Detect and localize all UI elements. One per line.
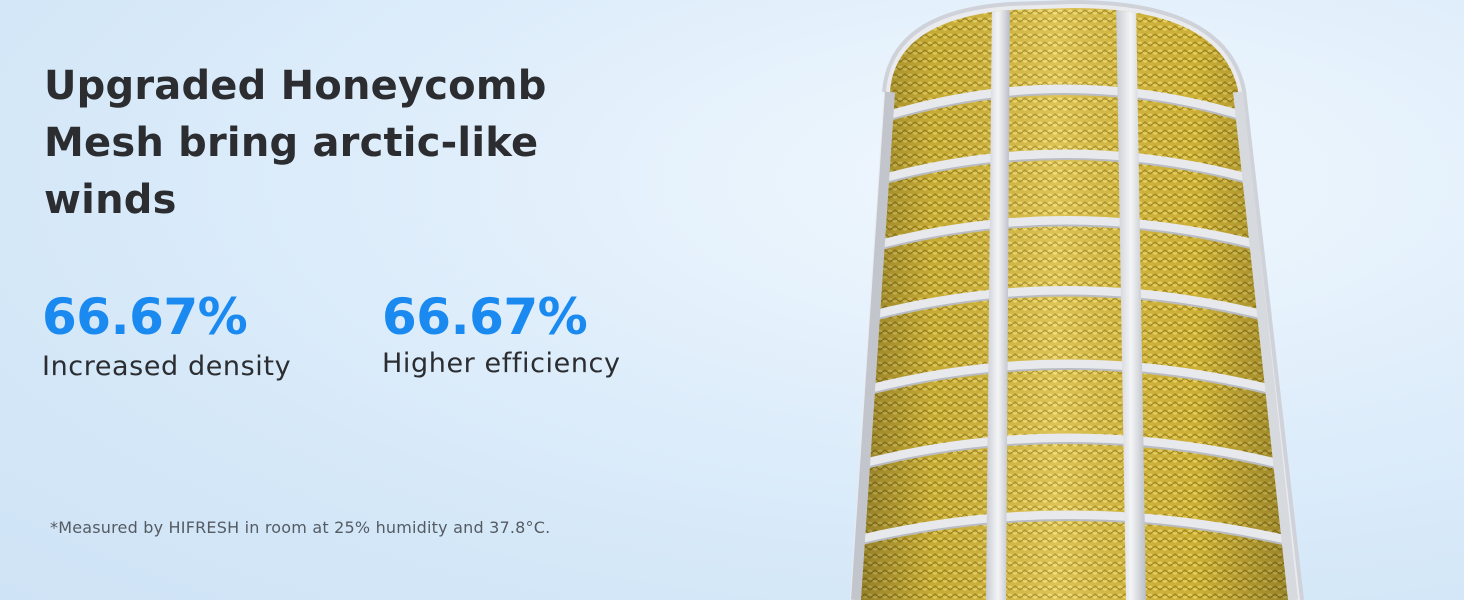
headline-line-2: Mesh bring arctic-like: [44, 120, 539, 166]
stat-value: 66.67%: [42, 288, 248, 346]
honeycomb-mesh-filter-icon: [850, 0, 1304, 600]
stat-density: 66.67% Increased density: [42, 285, 291, 384]
stat-value: 66.67%: [382, 288, 588, 346]
footnote: *Measured by HIFRESH in room at 25% humi…: [50, 518, 551, 537]
headline: Upgraded Honeycomb Mesh bring arctic-lik…: [44, 58, 644, 229]
stat-label: Increased density: [42, 351, 292, 382]
headline-line-1: Upgraded Honeycomb: [44, 63, 547, 109]
stat-efficiency: 66.67% Higher efficiency: [382, 285, 621, 381]
headline-line-3: winds: [44, 177, 177, 223]
stat-label: Higher efficiency: [382, 348, 621, 379]
